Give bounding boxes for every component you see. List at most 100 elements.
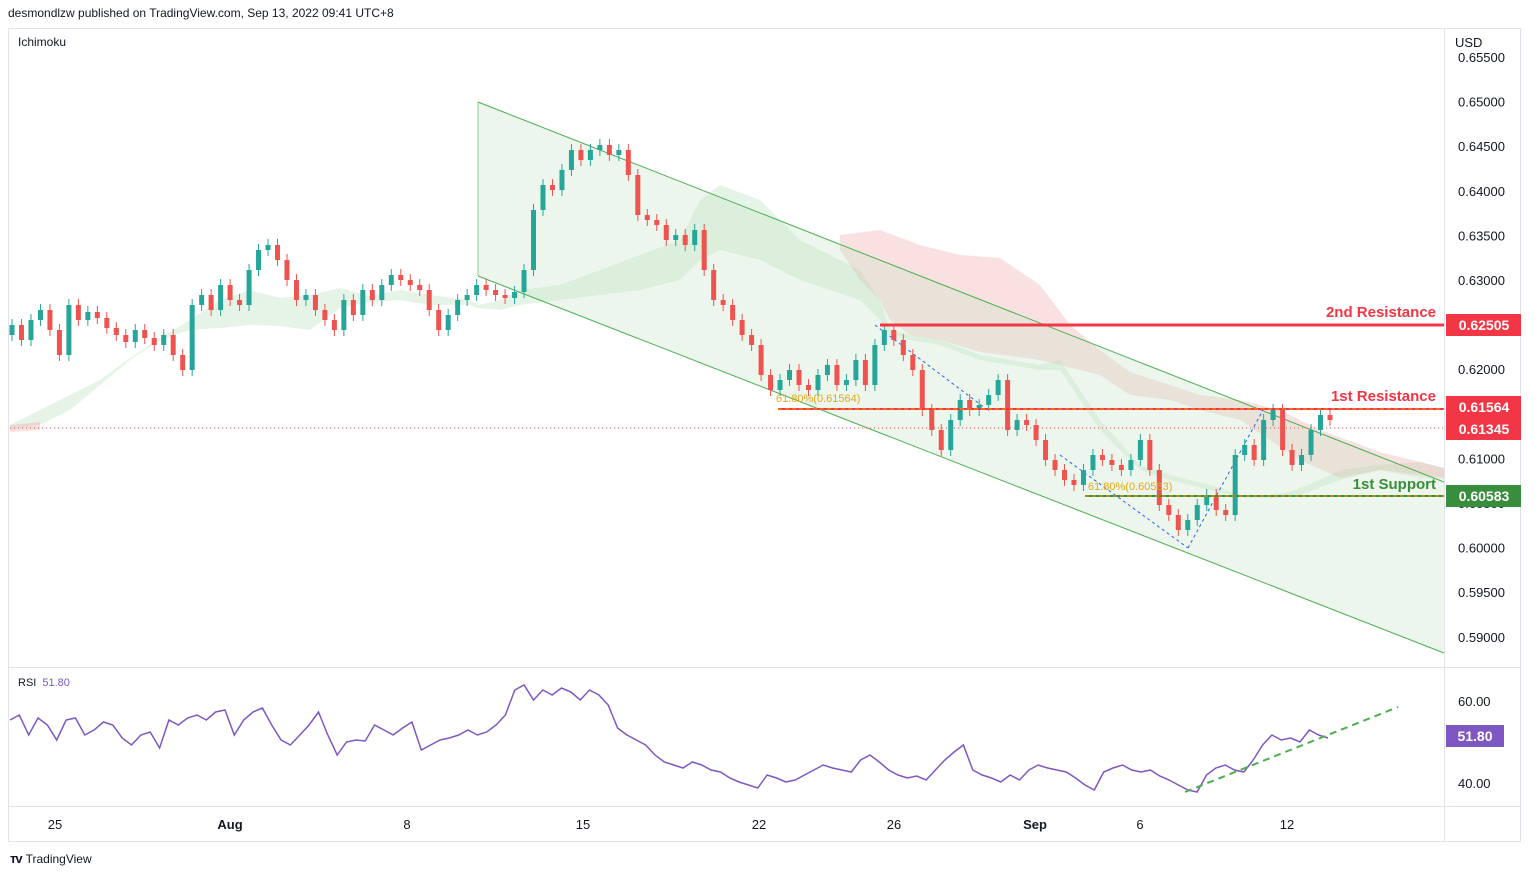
price-tick: 0.65000 — [1458, 95, 1505, 110]
price-axis[interactable]: 0.65500 0.65000 0.64500 0.64000 0.63500 0.630… — [1458, 50, 1505, 645]
time-label-8: 8 — [403, 817, 410, 832]
candle-body — [37, 310, 43, 320]
rsi-value-legend: 51.80 — [42, 677, 70, 689]
candle-body — [692, 230, 698, 245]
candle-body — [455, 300, 461, 315]
candle-body — [568, 150, 574, 170]
pane-divider[interactable] — [8, 667, 1521, 668]
price-axis-divider — [1444, 28, 1445, 842]
candle-body — [1147, 440, 1153, 470]
candle-body — [161, 335, 167, 345]
candle-body — [66, 305, 72, 355]
price-tick: 0.64000 — [1458, 184, 1505, 199]
rsi-tick-60: 60.00 — [1458, 694, 1491, 709]
time-label-15: 15 — [576, 817, 590, 832]
time-label-12: 12 — [1280, 817, 1294, 832]
candle-body — [540, 185, 546, 210]
current-price: 0.61345 — [1459, 421, 1510, 437]
price-tick: 0.65500 — [1458, 50, 1505, 65]
candle-body — [559, 170, 565, 190]
channel-fill — [478, 102, 1444, 653]
candle-body — [824, 365, 830, 375]
currency-label: USD — [1455, 35, 1483, 50]
first-resistance-price-tag — [1446, 396, 1521, 418]
candle-body — [976, 405, 982, 410]
candle-body — [758, 345, 764, 375]
candle-body — [777, 380, 783, 390]
candle-body — [606, 145, 612, 155]
candle-body — [322, 310, 328, 320]
candle-body — [531, 210, 537, 270]
candle-body — [132, 330, 138, 342]
candle-body — [493, 290, 499, 295]
candle-body — [341, 300, 347, 330]
channel-lower-line — [477, 275, 1445, 654]
candle-body — [1261, 420, 1267, 460]
candle-body — [1071, 480, 1077, 485]
candle-body — [673, 235, 679, 240]
candle-body — [1024, 420, 1030, 425]
time-label-22: 22 — [752, 817, 766, 832]
candle-body — [436, 310, 442, 330]
candle-body — [113, 328, 119, 335]
candle-body — [1289, 450, 1295, 465]
candle-body — [350, 300, 356, 315]
candle-body — [474, 285, 480, 295]
candle-body — [635, 175, 641, 215]
candle-body — [265, 245, 271, 250]
candle-body — [180, 355, 186, 370]
rsi-value-tag — [1446, 725, 1504, 747]
candle-body — [379, 285, 385, 300]
candle-body — [256, 250, 262, 270]
candle-body — [1156, 470, 1162, 505]
candle-body — [1213, 495, 1219, 510]
candle-body — [805, 385, 811, 390]
candle-body — [910, 355, 916, 370]
price-tick: 0.60000 — [1458, 541, 1505, 556]
fib-line-1 — [874, 324, 986, 409]
candle-body — [843, 380, 849, 385]
candle-body — [388, 275, 394, 285]
candle-body — [94, 312, 100, 318]
ichimoku-cloud-left-red — [10, 422, 40, 432]
fib-label-lower: 61.80%(0.60583) — [1088, 481, 1172, 493]
candle-body — [995, 380, 1001, 395]
time-axis-divider — [8, 806, 1521, 807]
time-label-aug: Aug — [217, 817, 242, 832]
candle-body — [1299, 455, 1305, 465]
candle-body — [1118, 465, 1124, 470]
candle-body — [644, 215, 650, 220]
candle-body — [104, 318, 110, 328]
candle-body — [1327, 415, 1333, 420]
candle-body — [56, 330, 62, 355]
candle-body — [967, 400, 973, 410]
candle-body — [75, 305, 81, 320]
rsi-legend[interactable]: RSI 51.80 — [18, 677, 70, 689]
candle-body — [663, 225, 669, 240]
candle-body — [1109, 460, 1115, 465]
footer-brand[interactable]: ᴛᴠ TradingView — [10, 851, 92, 866]
footer-brand-text: TradingView — [25, 851, 92, 866]
candle-body — [189, 305, 195, 370]
candle-body — [237, 300, 243, 305]
rsi-trendline — [1184, 706, 1399, 793]
candle-body — [170, 335, 176, 355]
second-resistance-price: 0.62505 — [1459, 317, 1510, 333]
candle-body — [1185, 520, 1191, 530]
second-resistance-label: 2nd Resistance — [1326, 304, 1436, 321]
candle-body — [587, 150, 593, 160]
price-tick: 0.63500 — [1458, 228, 1505, 243]
second-resistance-price-tag — [1446, 314, 1521, 336]
candle-body — [1062, 470, 1068, 480]
first-resistance-price: 0.61564 — [1459, 399, 1510, 415]
candle-body — [768, 375, 774, 390]
candles-group[interactable] — [9, 139, 1333, 536]
candle-body — [1280, 410, 1286, 450]
candle-body — [862, 360, 868, 385]
candle-body — [929, 410, 935, 430]
first-support-price: 0.60583 — [1459, 488, 1510, 504]
candle-body — [578, 150, 584, 160]
candle-body — [919, 370, 925, 410]
indicator-label[interactable]: Ichimoku — [18, 35, 67, 49]
